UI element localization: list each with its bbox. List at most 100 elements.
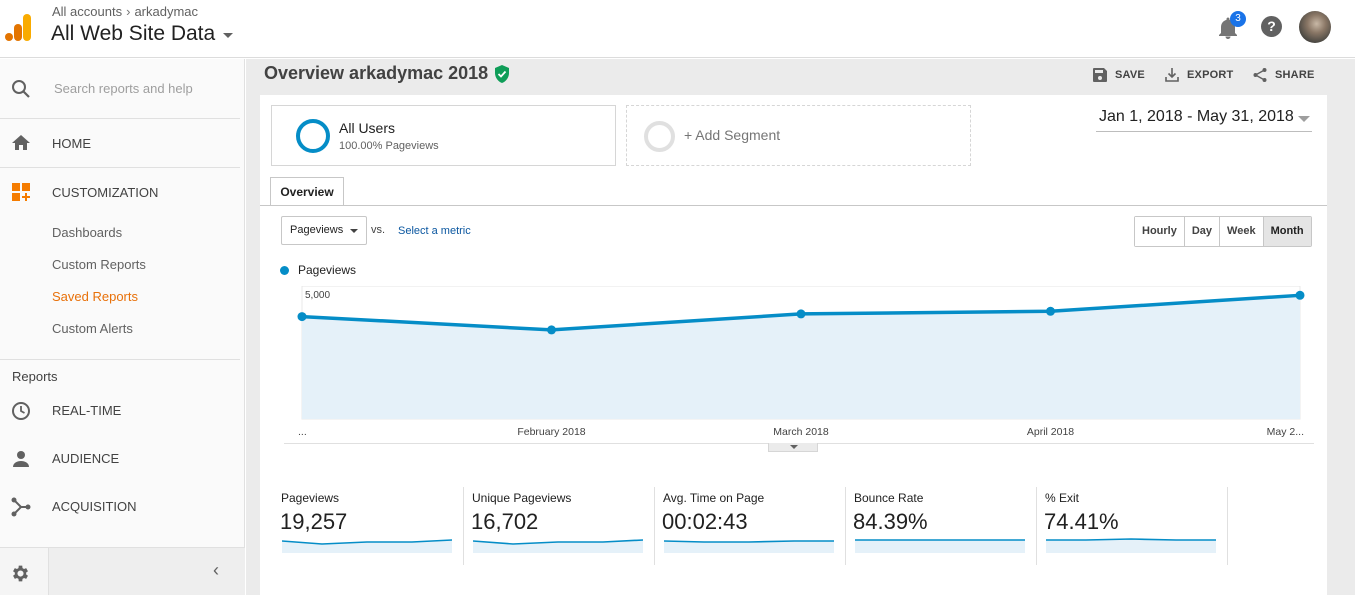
sidebar-item-label: ACQUISITION (52, 499, 137, 514)
sidebar-subitem-custom-reports[interactable]: Custom Reports (52, 257, 146, 272)
scorecard-bounce-rate[interactable]: Bounce Rate 84.39% (847, 487, 1037, 565)
divider (0, 167, 240, 168)
vs-label: vs. (371, 224, 386, 236)
sidebar-search[interactable]: Search reports and help (0, 59, 240, 118)
date-range-picker[interactable]: Jan 1, 2018 - May 31, 2018 (1096, 108, 1312, 132)
data-point (796, 309, 806, 319)
notification-badge: 3 (1230, 11, 1246, 27)
save-label: SAVE (1115, 69, 1145, 81)
analytics-logo-icon[interactable] (4, 13, 32, 41)
granularity-toggle: Hourly Day Week Month (1134, 216, 1312, 247)
chart-legend: Pageviews (280, 263, 356, 277)
sidebar-footer: ‹ (0, 547, 245, 595)
divider (0, 118, 240, 119)
sidebar-subitem-dashboards[interactable]: Dashboards (52, 225, 123, 240)
sidebar-item-label: HOME (52, 136, 91, 151)
granularity-month-button[interactable]: Month (1263, 217, 1311, 246)
empty-segment-ring-icon (644, 121, 675, 152)
search-input[interactable]: Search reports and help (54, 81, 193, 96)
metric-select-value: Pageviews (290, 224, 344, 236)
segment-detail: 100.00% Pageviews (339, 140, 439, 152)
scorecard-avg-time-on-page[interactable]: Avg. Time on Page 00:02:43 (656, 487, 846, 565)
granularity-day-button[interactable]: Day (1184, 217, 1221, 246)
scorecard-sparkline (1046, 538, 1216, 553)
caret-down-icon (223, 32, 234, 38)
data-point (297, 312, 307, 322)
person-icon (13, 451, 29, 467)
scorecard-value: 74.41% (1044, 509, 1119, 534)
add-segment-button[interactable]: + Add Segment (626, 105, 971, 166)
divider (0, 359, 240, 360)
gear-icon[interactable] (10, 563, 31, 584)
verified-shield-icon (495, 64, 510, 83)
property-name: All Web Site Data (51, 22, 216, 45)
chart-collapse-toggle[interactable] (768, 443, 818, 452)
tab-divider (260, 205, 1327, 206)
reports-section-heading: Reports (12, 369, 58, 384)
sidebar-item-label: REAL-TIME (52, 403, 122, 418)
breadcrumb[interactable]: All accounts › arkadymac (52, 4, 198, 19)
add-segment-label: + Add Segment (684, 127, 781, 143)
avatar[interactable] (1299, 11, 1331, 43)
date-range-text: Jan 1, 2018 - May 31, 2018 (1099, 108, 1294, 125)
scorecard-exit-rate[interactable]: % Exit 74.41% (1038, 487, 1228, 565)
scorecard-sparkline (664, 540, 834, 553)
data-point (1295, 290, 1305, 300)
legend-label: Pageviews (298, 263, 357, 277)
legend-swatch (280, 265, 289, 275)
scorecard-unique-pageviews[interactable]: Unique Pageviews 16,702 (465, 487, 655, 565)
save-button[interactable]: SAVE (1092, 67, 1145, 83)
scorecard-pageviews[interactable]: Pageviews 19,257 (274, 487, 464, 565)
scorecard-value: 16,702 (471, 509, 539, 534)
scorecard-label: Pageviews (281, 491, 340, 505)
x-tick-label: April 2018 (1027, 426, 1074, 438)
sidebar-item-acquisition[interactable]: ACQUISITION (0, 485, 240, 529)
series-area-fill (302, 295, 1300, 419)
tab-overview[interactable]: Overview (270, 177, 344, 206)
property-selector[interactable]: All Web Site Data (51, 22, 234, 46)
sidebar-subitem-custom-alerts[interactable]: Custom Alerts (52, 321, 133, 336)
scorecard-label: Unique Pageviews (472, 491, 572, 505)
metric-select[interactable]: Pageviews (281, 216, 367, 245)
x-tick-label: ... (298, 426, 307, 438)
help-icon[interactable]: ? (1261, 16, 1282, 37)
breadcrumb-root[interactable]: All accounts (52, 4, 123, 19)
data-point (547, 325, 556, 335)
share-label: SHARE (1275, 69, 1315, 81)
sidebar-item-realtime[interactable]: REAL-TIME (0, 389, 240, 433)
home-icon (12, 135, 30, 150)
granularity-week-button[interactable]: Week (1220, 217, 1264, 246)
collapse-sidebar-button[interactable]: ‹ (48, 548, 245, 595)
segment-all-users[interactable]: All Users 100.00% Pageviews (271, 105, 616, 166)
customization-icon (12, 183, 30, 201)
chevron-right-icon: › (126, 4, 131, 19)
scorecard-sparkline (855, 539, 1025, 553)
main-content: Overview arkadymac 2018 SAVE EXPORT (246, 59, 1355, 595)
segment-name: All Users (339, 120, 396, 136)
x-tick-label: March 2018 (773, 426, 829, 438)
top-bar: All accounts › arkadymac All Web Site Da… (0, 0, 1355, 58)
scorecard-sparkline (473, 539, 643, 553)
page-title-text: Overview arkadymac 2018 (264, 63, 489, 83)
sidebar-item-customization[interactable]: CUSTOMIZATION (0, 168, 240, 216)
clock-icon (12, 402, 30, 420)
sidebar-item-audience[interactable]: AUDIENCE (0, 437, 240, 481)
sidebar-item-home[interactable]: HOME (0, 119, 240, 167)
share-button[interactable]: SHARE (1252, 67, 1315, 83)
y-tick-label: 5,000 (305, 290, 330, 301)
sidebar-subitem-saved-reports[interactable]: Saved Reports (52, 289, 138, 304)
export-button[interactable]: EXPORT (1164, 67, 1233, 83)
select-metric-link[interactable]: Select a metric (398, 225, 471, 237)
scorecard-sparkline (282, 539, 452, 553)
sidebar-item-label: AUDIENCE (52, 451, 120, 466)
page-title: Overview arkadymac 2018 (264, 63, 510, 84)
sidebar: Search reports and help HOME CUSTOMIZATI… (0, 59, 245, 595)
report-panel: All Users 100.00% Pageviews + Add Segmen… (260, 95, 1327, 595)
granularity-hourly-button[interactable]: Hourly (1135, 217, 1185, 246)
scorecard-value: 84.39% (853, 509, 928, 534)
x-tick-label: May 2... (1267, 426, 1304, 438)
scorecard-label: % Exit (1045, 491, 1080, 505)
breadcrumb-account[interactable]: arkadymac (134, 4, 199, 19)
